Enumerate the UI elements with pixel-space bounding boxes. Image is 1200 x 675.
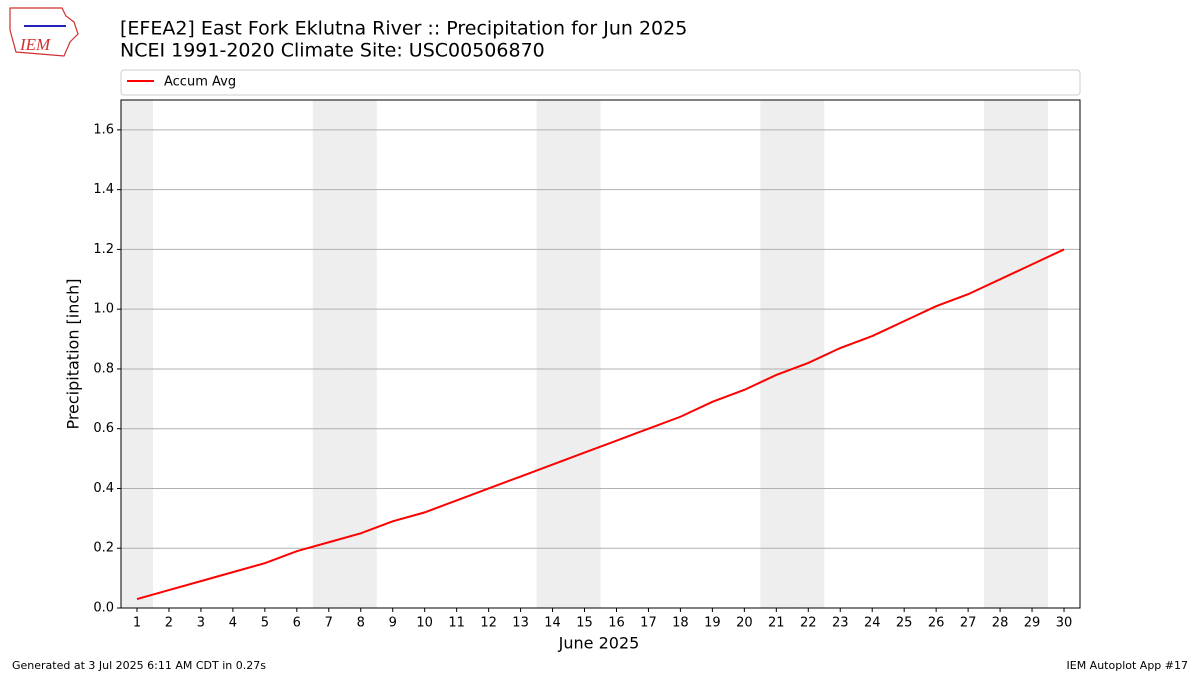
x-tick-label: 14 (544, 616, 561, 631)
chart-title: [EFEA2] East Fork Eklutna River :: Preci… (120, 18, 687, 40)
y-axis-label: Precipitation [inch] (64, 278, 83, 429)
x-tick-label: 10 (416, 616, 433, 631)
x-tick-label: 9 (389, 616, 397, 631)
x-tick-label: 4 (229, 616, 237, 631)
x-tick-label: 21 (768, 616, 785, 631)
x-tick-label: 19 (704, 616, 721, 631)
x-tick-label: 23 (832, 616, 849, 631)
footer-left: Generated at 3 Jul 2025 6:11 AM CDT in 0… (12, 659, 266, 672)
weekend-shade (760, 100, 793, 608)
x-tick-label: 18 (672, 616, 689, 631)
y-tick-label: 0.6 (93, 421, 114, 436)
x-tick-label: 28 (992, 616, 1009, 631)
weekend-shade (1016, 100, 1049, 608)
x-tick-label: 27 (960, 616, 977, 631)
y-tick-label: 1.6 (93, 122, 114, 137)
plot-frame (120, 99, 1081, 609)
y-tick-label: 0.4 (93, 481, 114, 496)
legend-box (120, 69, 1081, 96)
x-tick-label: 30 (1056, 616, 1073, 631)
x-tick-label: 26 (928, 616, 945, 631)
x-tick-label: 2 (165, 616, 173, 631)
x-axis-label: June 2025 (558, 634, 640, 653)
weekend-shade (121, 100, 153, 608)
x-tick-label: 20 (736, 616, 753, 631)
weekend-shade (792, 100, 825, 608)
y-tick-label: 0.0 (93, 601, 114, 616)
legend-label: Accum Avg (164, 75, 236, 90)
y-tick-label: 1.2 (93, 242, 114, 257)
x-tick-label: 13 (512, 616, 529, 631)
x-tick-label: 16 (608, 616, 625, 631)
y-tick-label: 1.0 (93, 302, 114, 317)
chart-subtitle: NCEI 1991-2020 Climate Site: USC00506870 (120, 40, 545, 62)
y-tick-label: 0.8 (93, 361, 114, 376)
x-tick-label: 24 (864, 616, 881, 631)
weekend-shade (536, 100, 569, 608)
x-tick-label: 22 (800, 616, 817, 631)
x-tick-label: 25 (896, 616, 913, 631)
footer-right: IEM Autoplot App #17 (1067, 659, 1189, 672)
x-tick-label: 17 (640, 616, 657, 631)
y-tick-label: 0.2 (93, 541, 114, 556)
x-tick-label: 1 (133, 616, 141, 631)
x-tick-label: 29 (1024, 616, 1041, 631)
y-tick-label: 1.4 (93, 182, 114, 197)
x-tick-label: 5 (261, 616, 269, 631)
x-tick-label: 11 (448, 616, 465, 631)
logo-outline (9, 7, 79, 57)
x-tick-label: 8 (357, 616, 365, 631)
logo-text: IEM (19, 35, 51, 54)
x-tick-label: 6 (293, 616, 301, 631)
weekend-shade (312, 100, 345, 608)
logo: IEM (9, 7, 79, 57)
x-tick-label: 3 (197, 616, 205, 631)
x-tick-label: 7 (325, 616, 333, 631)
weekend-shade (984, 100, 1017, 608)
x-tick-label: 12 (480, 616, 497, 631)
weekend-shade (568, 100, 601, 608)
data-line (136, 248, 1065, 600)
x-tick-label: 15 (576, 616, 593, 631)
weekend-shade (344, 100, 377, 608)
